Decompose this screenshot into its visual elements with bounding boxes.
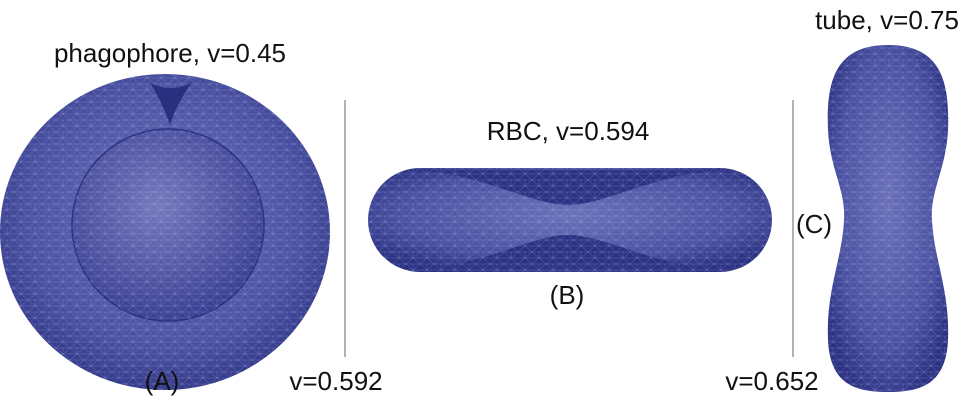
panel-label: (C) [796,209,832,239]
panel-title: phagophore, v=0.45 [54,38,286,68]
tube-shape [827,45,949,392]
phagophore-shape [0,74,330,390]
panel-label: (A) [145,366,180,396]
panel-title: tube, v=0.75 [815,5,959,35]
divider-label: v=0.652 [725,366,818,396]
divider-label: v=0.592 [289,366,382,396]
rbc-shape [368,168,772,272]
panel-title: RBC, v=0.594 [487,116,650,146]
panel-label: (B) [550,280,585,310]
